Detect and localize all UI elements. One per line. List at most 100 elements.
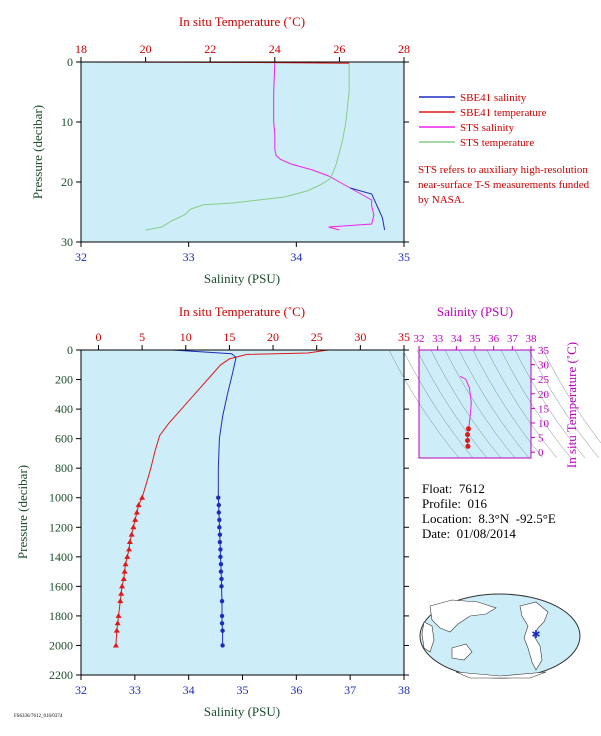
panel2-background [81,350,404,675]
data-point [124,553,131,559]
panel2-series [112,349,329,648]
top-tick-label: 18 [75,42,87,56]
ts-x-tick-label: 34 [451,333,463,345]
density-contour [500,349,572,459]
ts-x-tick-label: 32 [414,333,425,345]
bottom-tick-label: 34 [183,683,195,697]
data-point [219,576,224,582]
top-tick-label: 0 [95,330,101,344]
y-tick-label: 30 [61,235,73,249]
bottom-tick-label: 35 [237,683,249,697]
panel1-y-axis-label: Pressure (decibar) [30,105,45,199]
data-point [216,502,222,508]
ts-x-tick-label: 35 [470,333,482,345]
bottom-tick-label: 33 [183,250,195,264]
density-contour [416,349,488,459]
bottom-tick-label: 32 [75,683,87,697]
panel-full-depth: In situ Temperature (˚C) Salinity (PSU) … [15,304,410,719]
ts-top-axis-label: Salinity (PSU) [437,304,513,319]
series-line [172,349,237,646]
legend: SBE41 salinity SBE41 temperature STS salin… [419,92,547,149]
data-point [217,539,223,545]
data-point [217,517,222,523]
ts-ticks: 32 33 34 35 36 37 38 0 5 10 15 20 25 30 35 [414,333,550,459]
series-line [350,187,386,231]
panel1-ticks: 18 20 22 24 26 28 32 33 34 35 0 10 20 30 [61,42,410,264]
density-contour [542,349,601,444]
profile-id: Profile: 016 [422,496,487,511]
panel-ts-diagram: Salinity (PSU) In situ Temperature (˚C) … [388,304,601,468]
ts-y-tick-label: 30 [538,360,550,372]
legend-label: SBE41 temperature [460,107,547,119]
y-tick-label: 200 [55,373,73,387]
ts-y-tick-label: 15 [538,403,550,415]
panel2-x-axis-label: Salinity (PSU) [204,704,280,719]
top-tick-label: 10 [180,330,192,344]
top-tick-label: 35 [398,330,410,344]
ts-point [465,443,471,449]
ts-background [419,350,531,458]
panel2-ticks: 0 5 10 15 20 25 30 35 32 33 34 35 36 37 38 0 200 400 600 80… [49,330,410,697]
data-point [133,509,140,515]
top-tick-label: 30 [354,330,366,344]
data-point [132,516,139,522]
data-point [118,590,125,596]
panel1-background [81,62,404,242]
bottom-tick-label: 33 [129,683,141,697]
world-map-inset: ✱ [419,593,581,679]
y-tick-label: 0 [67,343,73,357]
legend-label: STS temperature [460,137,534,149]
panel2-y-axis-label: Pressure (decibar) [15,465,30,559]
top-tick-label: 15 [223,330,235,344]
ts-x-tick-label: 36 [488,333,500,345]
map-land-antarctica [455,671,547,679]
data-point [139,494,146,500]
map-land-eurasia [429,599,497,633]
ts-point [465,426,471,432]
y-tick-label: 1800 [49,609,73,623]
sts-note: STS refers to auxiliary high-resolution … [418,164,590,206]
footer-id: FS6336/7612_016/0374 [14,714,63,719]
data-point [115,612,122,618]
top-tick-label: 20 [140,42,152,56]
panel2-top-axis-label: In situ Temperature (˚C) [179,304,305,319]
location: Location: 8.3°N -92.5°E [422,511,556,526]
panel-near-surface: In situ Temperature (˚C) Salinity (PSU) … [30,14,410,286]
ts-y-tick-label: 20 [538,389,550,401]
top-tick-label: 26 [333,42,345,56]
data-point [220,643,225,648]
y-tick-label: 20 [61,175,73,189]
data-point [120,575,127,581]
top-tick-label: 20 [267,330,279,344]
ts-series [459,375,472,449]
bottom-tick-label: 37 [344,683,356,697]
ts-density-contours [388,349,601,459]
density-contour [402,349,474,459]
data-point [219,613,225,619]
data-point [218,547,223,552]
ts-x-tick-label: 37 [507,333,519,345]
panel1-x-axis-label: Salinity (PSU) [204,271,280,286]
legend-label: SBE41 salinity [460,92,527,104]
data-point [219,621,225,626]
float-id: Float: 7612 [422,481,485,496]
y-tick-label: 1400 [49,550,73,564]
y-tick-label: 600 [55,432,73,446]
bottom-tick-label: 35 [398,250,410,264]
ts-y-tick-label: 10 [538,418,550,430]
ts-y-tick-label: 5 [538,433,544,445]
data-point [216,510,222,515]
data-point [218,562,224,567]
y-tick-label: 400 [55,402,73,416]
ts-point [465,437,471,443]
panel1-top-axis-label: In situ Temperature (˚C) [179,14,305,29]
panel1-frame [80,61,405,243]
series-line [145,63,350,231]
bottom-tick-label: 34 [290,250,302,264]
density-contour [458,349,530,459]
density-contour [430,349,502,459]
data-point [219,584,224,589]
float-location-marker: ✱ [531,629,540,641]
data-point [217,525,222,530]
data-point [117,598,124,604]
